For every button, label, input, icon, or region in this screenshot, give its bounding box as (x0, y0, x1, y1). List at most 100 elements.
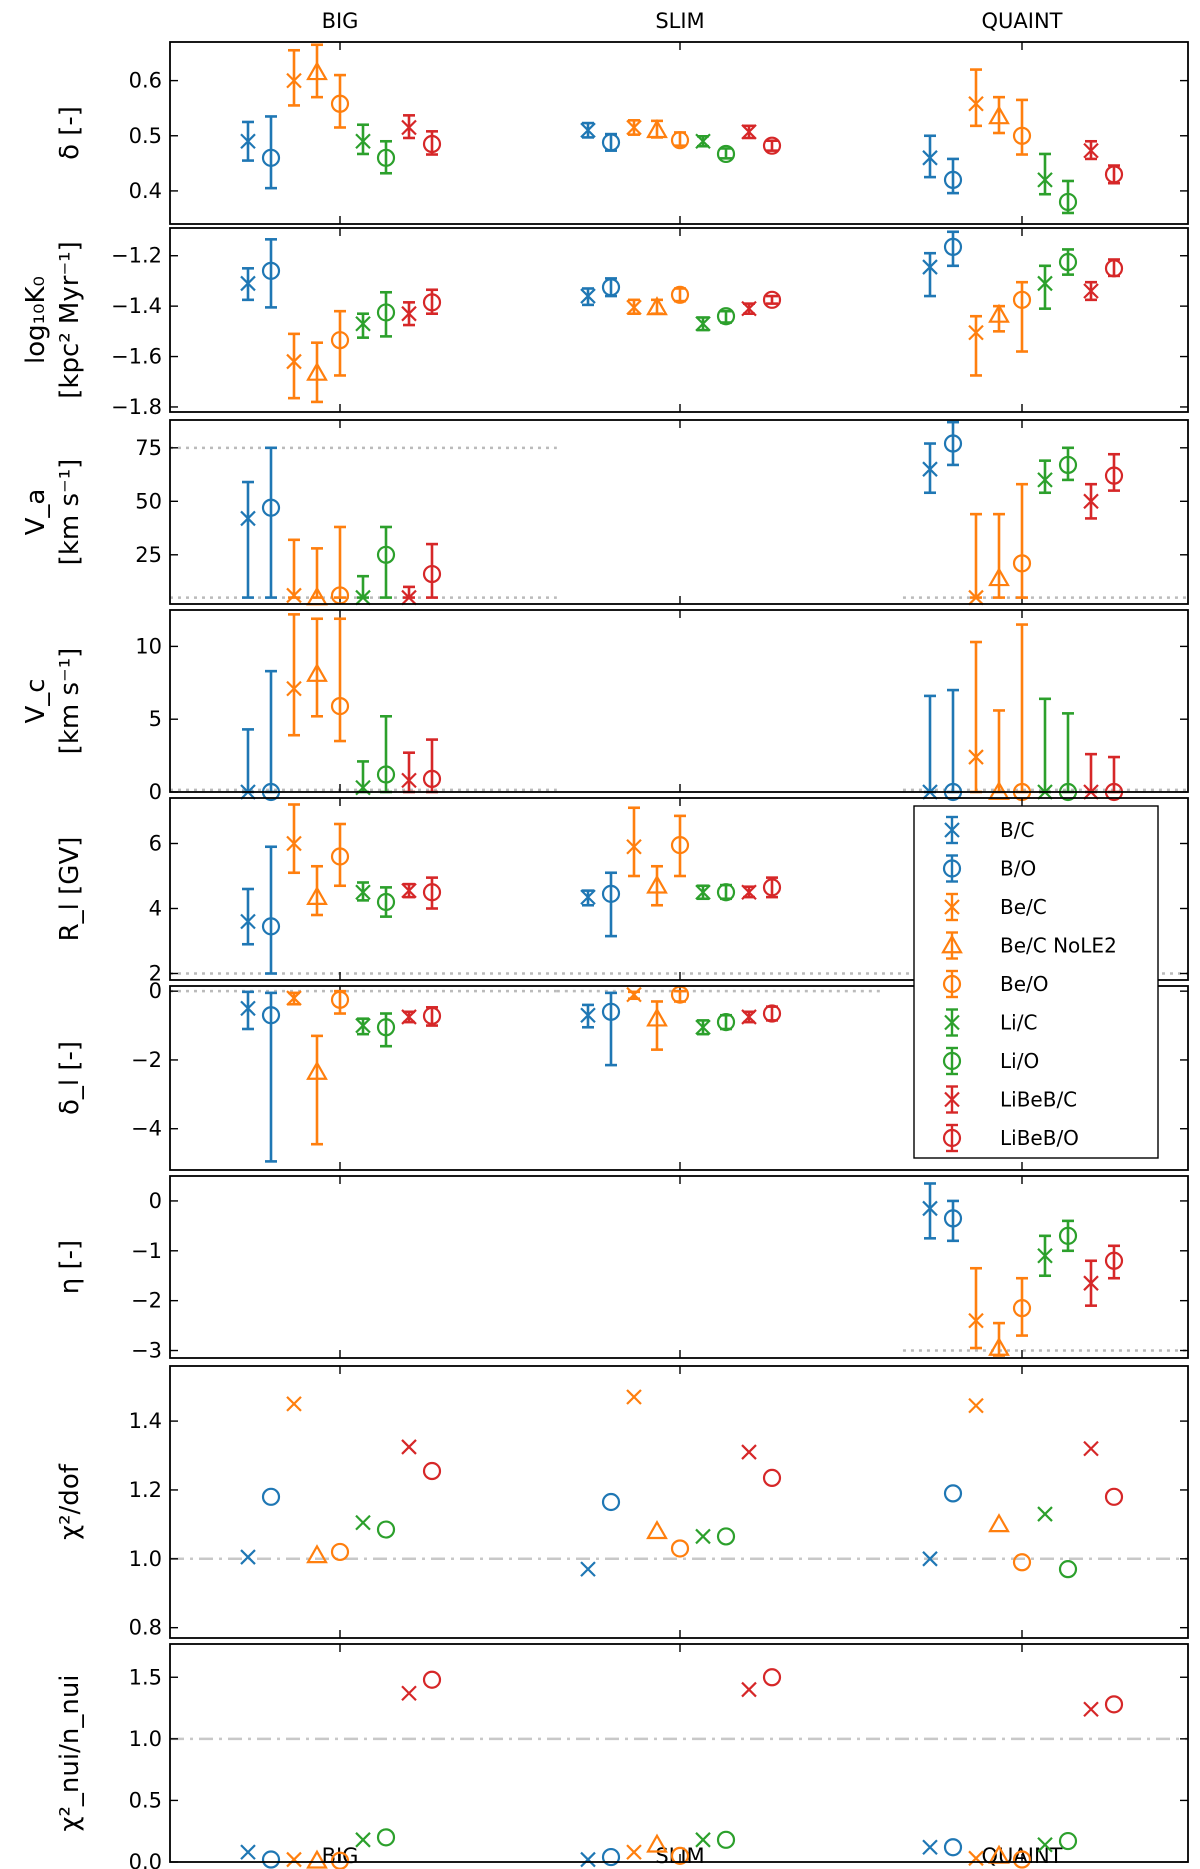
y-tick-label: 1.0 (129, 1727, 162, 1751)
data-point (968, 95, 984, 112)
data-point (1104, 259, 1124, 278)
legend-label: Be/C NoLE2 (1000, 934, 1117, 958)
y-tick-label: −1.8 (111, 395, 162, 419)
y-tick-label: −2 (131, 1048, 162, 1072)
data-point (306, 662, 328, 682)
data-point (580, 1007, 596, 1024)
data-point (762, 290, 782, 309)
data-point (306, 1060, 328, 1080)
y-tick-label: 0.5 (129, 1788, 162, 1812)
data-point (261, 1006, 281, 1025)
data-point (1037, 275, 1053, 292)
data-point (741, 300, 757, 317)
y-tick-label: −4 (131, 1117, 162, 1141)
legend-marker (944, 1014, 960, 1031)
data-point (695, 1528, 711, 1545)
data-point (968, 589, 984, 606)
data-point (1012, 554, 1032, 573)
data-point (670, 836, 690, 855)
data-point (1037, 1248, 1053, 1264)
data-point (355, 133, 371, 150)
panel-eta: −3 −2 −1 0 η [-] (55, 1175, 1189, 1363)
data-point (422, 564, 442, 584)
y-axis-label: [kpc² Myr⁻¹] (55, 241, 85, 399)
data-point (988, 567, 1010, 587)
panel-frame (169, 1365, 1189, 1639)
data-point (1058, 1226, 1078, 1245)
data-point (376, 303, 396, 322)
data-point (580, 288, 596, 304)
y-axis-label: χ²/dof (55, 1463, 85, 1540)
legend-label: B/C (1000, 818, 1034, 842)
legend-marker (942, 859, 962, 878)
legend-marker (942, 1128, 962, 1148)
data-point (922, 1839, 938, 1855)
data-point (716, 144, 736, 164)
data-point (922, 461, 938, 477)
data-point (376, 892, 396, 912)
data-point (1012, 1299, 1032, 1318)
top-model-label: QUAINT (982, 9, 1063, 33)
top-model-label: SLIM (655, 9, 704, 33)
y-axis-label: χ²_nui/n_nui (55, 1674, 85, 1831)
data-point (695, 133, 711, 150)
y-axis-label: V_c (21, 678, 51, 723)
data-point (376, 1018, 396, 1037)
data-point (988, 105, 1010, 125)
data-point (1058, 192, 1078, 212)
data-point (922, 1551, 938, 1567)
y-tick-label: −3 (131, 1339, 162, 1363)
data-point (943, 434, 963, 453)
legend-label: LiBeB/O (1000, 1126, 1079, 1150)
data-point (261, 261, 281, 280)
data-point (1104, 1695, 1124, 1714)
data-point (1058, 252, 1078, 272)
data-point (306, 1544, 328, 1564)
data-point (695, 1019, 711, 1036)
data-point (762, 1468, 782, 1487)
data-point (422, 134, 442, 154)
legend-marker (944, 1091, 960, 1108)
y-tick-label: 25 (135, 543, 162, 567)
data-point (626, 838, 642, 855)
data-point (670, 285, 690, 304)
data-point (1083, 1701, 1099, 1718)
data-point (716, 1830, 736, 1849)
data-point (376, 545, 396, 564)
y-axis-label: R_l [GV] (55, 837, 85, 942)
legend-label: LiBeB/C (1000, 1088, 1077, 1112)
data-point (1104, 466, 1124, 485)
data-point (580, 1561, 596, 1577)
y-tick-label: 0.8 (129, 1616, 162, 1640)
data-point (762, 1668, 782, 1687)
data-point (988, 303, 1010, 323)
y-axis-label: [km s⁻¹] (55, 648, 85, 755)
data-point (601, 1492, 621, 1512)
data-point (376, 148, 396, 167)
data-point (1037, 1506, 1053, 1522)
top-model-label: BIG (322, 9, 359, 33)
data-point (330, 331, 350, 350)
y-tick-label: −2 (131, 1289, 162, 1313)
y-tick-label: 0 (149, 780, 162, 804)
data-point (376, 1828, 396, 1847)
y-tick-label: 6 (149, 832, 162, 856)
y-tick-label: −1.2 (111, 244, 162, 268)
legend-label: Be/O (1000, 972, 1049, 996)
data-point (695, 316, 711, 332)
data-point (401, 119, 417, 136)
data-point (762, 1004, 782, 1023)
y-tick-label: 1.5 (129, 1665, 162, 1689)
data-point (601, 278, 621, 297)
data-point (401, 1685, 417, 1702)
data-point (716, 1013, 736, 1032)
y-tick-label: 0 (149, 1189, 162, 1213)
data-point (922, 150, 938, 166)
data-point (968, 1397, 984, 1414)
data-point (626, 119, 642, 136)
data-point (716, 1527, 736, 1546)
y-tick-label: 0.5 (129, 124, 162, 148)
data-point (286, 680, 302, 697)
data-point (741, 1681, 757, 1698)
legend-label: B/O (1000, 857, 1036, 881)
